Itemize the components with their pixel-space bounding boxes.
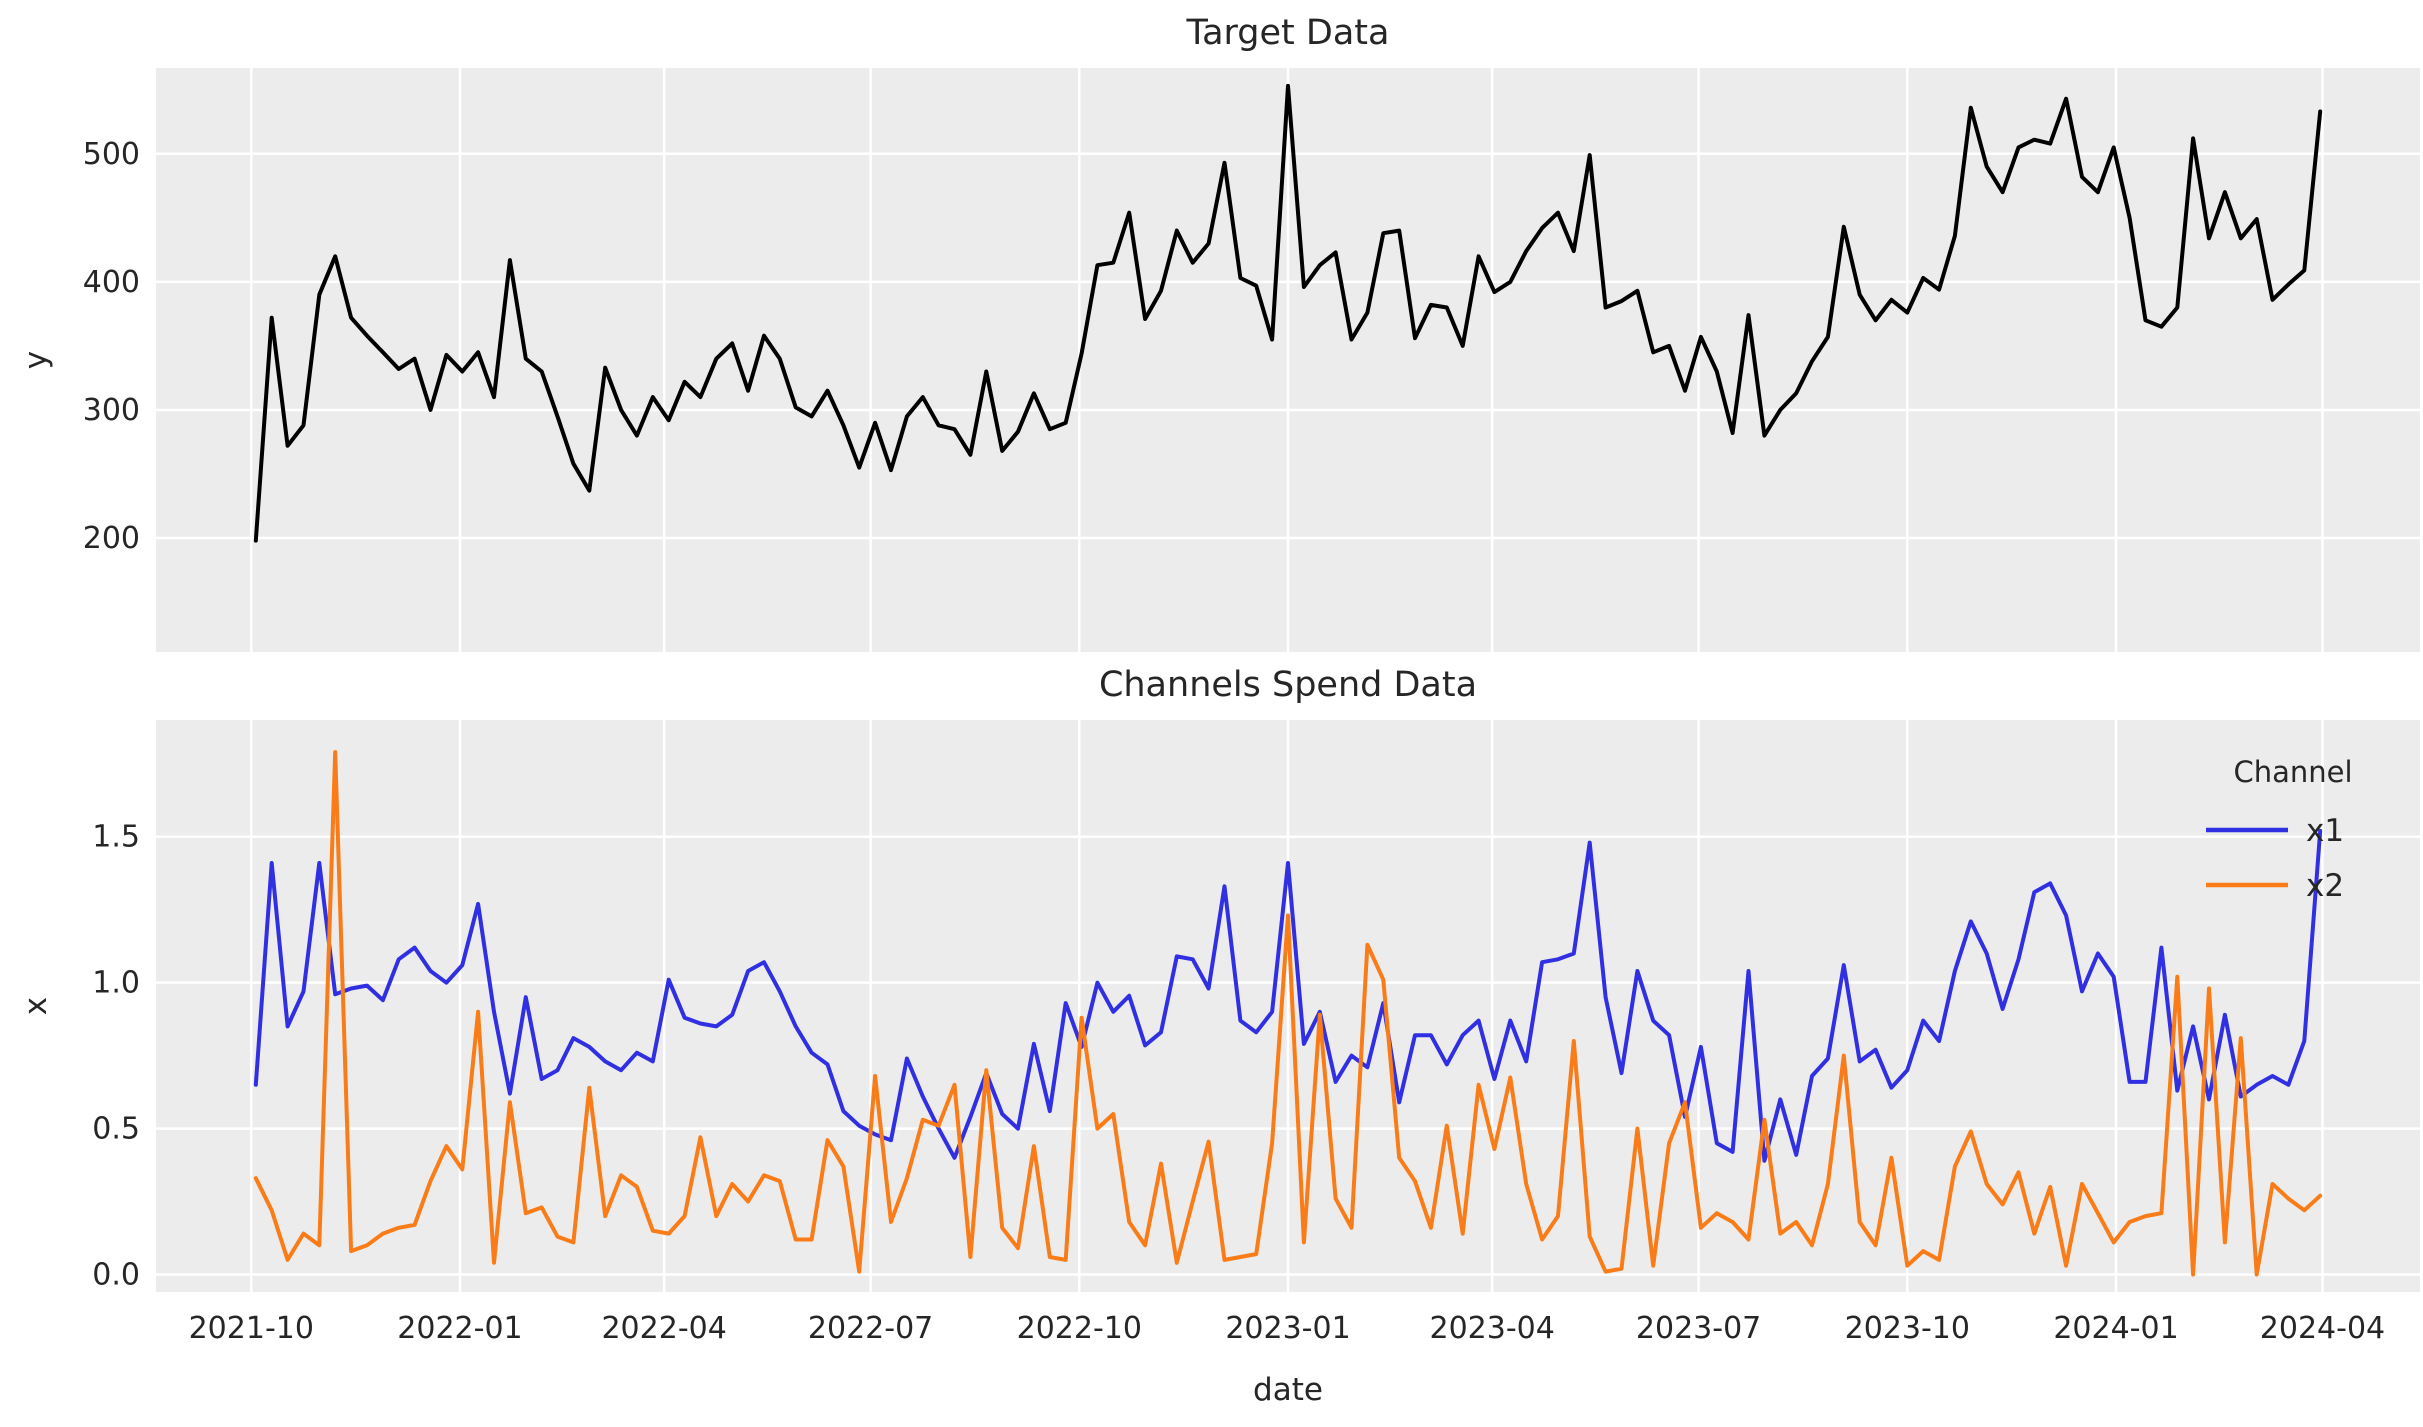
y-tick-label: 0.5 [92,1112,140,1147]
series-line-y [253,83,2323,543]
top-chart-title: Target Data [1186,13,1390,53]
x-tick-label: 2024-04 [2260,1311,2385,1346]
bottom-chart-title: Channels Spend Data [1099,665,1477,705]
legend-label-x2: x2 [2306,868,2344,904]
y-tick-label: 300 [83,393,140,428]
series-line-x1 [253,828,2323,1163]
x-tick-label: 2022-04 [601,1311,726,1346]
top-y-axis-label: y [18,351,54,369]
legend-label-x1: x1 [2306,813,2344,849]
x-tick-label: 2023-04 [1429,1311,1554,1346]
bottom-y-tick-labels: 0.0 0.5 1.0 1.5 [92,820,140,1293]
legend: Channel x1 x2 [2206,755,2353,904]
y-tick-label: 400 [83,265,140,300]
target-data-chart: 200 300 400 500 Target Data y [18,13,2420,652]
series-line-x2 [253,750,2323,1277]
x-tick-label: 2023-01 [1225,1311,1350,1346]
top-y-tick-labels: 200 300 400 500 [83,137,140,556]
x-tick-label: 2022-10 [1017,1311,1142,1346]
y-tick-label: 200 [83,521,140,556]
y-tick-label: 500 [83,137,140,172]
top-gridlines [156,68,2420,652]
x-tick-label: 2022-01 [397,1311,522,1346]
x-tick-label: 2022-07 [808,1311,933,1346]
y-tick-label: 0.0 [92,1257,140,1292]
x-tick-labels: 2021-10 2022-01 2022-04 2022-07 2022-10 2023-… [189,1311,2386,1346]
bottom-y-axis-label: x [18,997,54,1015]
channel-lines-group [253,750,2323,1277]
channels-spend-chart: 0.0 0.5 1.0 1.5 2021-10 2022-01 2022-04 2022-0… [18,665,2420,1408]
target-line-group [253,83,2323,543]
x-tick-label: 2024-01 [2053,1311,2178,1346]
legend-title: Channel [2233,755,2352,789]
x-tick-label: 2023-10 [1845,1311,1970,1346]
x-axis-label: date [1253,1372,1323,1408]
y-tick-label: 1.5 [92,820,140,855]
x-tick-label: 2021-10 [189,1311,314,1346]
x-tick-label: 2023-07 [1636,1311,1761,1346]
y-tick-label: 1.0 [92,966,140,1001]
